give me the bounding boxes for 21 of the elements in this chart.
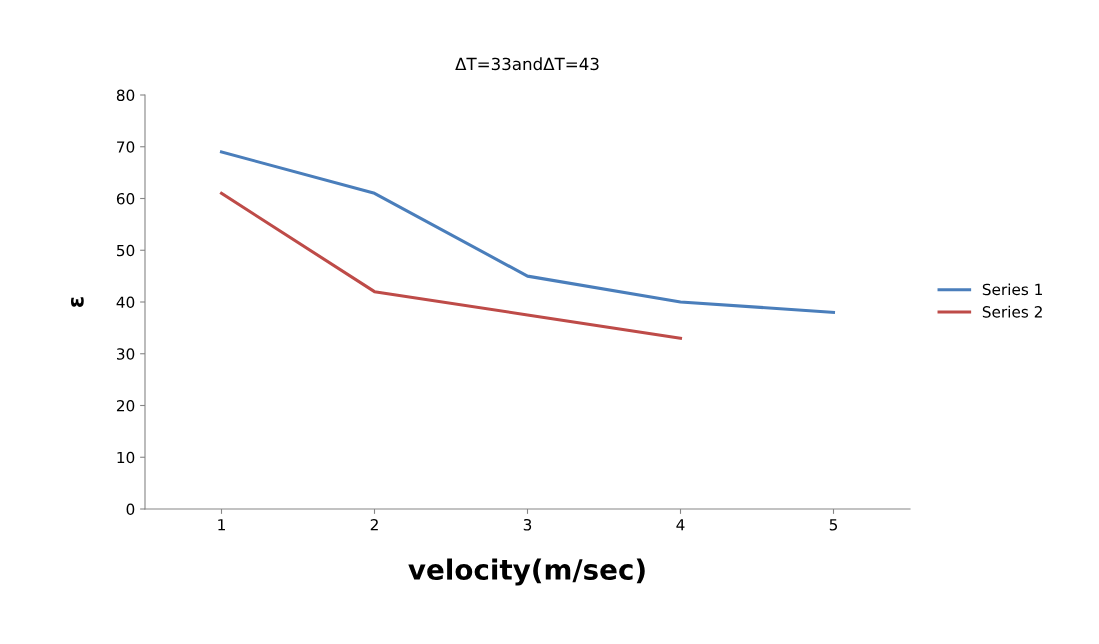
y-tick-label: 70: [117, 141, 135, 153]
x-tick-label: 2: [370, 518, 378, 531]
y-tick-label: 20: [116, 399, 135, 412]
x-axis-title: velocity(m/sec): [408, 558, 645, 586]
x-tick-label: 4: [676, 519, 685, 531]
x-tick-label: 1: [218, 519, 225, 531]
legend-label: Series 1: [982, 283, 1042, 296]
y-tick-label: 10: [117, 451, 135, 464]
y-tick-label: 30: [117, 348, 135, 360]
y-tick-label: 60: [116, 192, 135, 205]
y-axis-title: ε: [70, 297, 84, 307]
legend-label: Series 2: [982, 305, 1042, 318]
line-series: [219, 191, 683, 340]
y-tick-label: 50: [117, 244, 135, 257]
chart-title: ΔT=33andΔT=43: [455, 57, 599, 71]
y-tick-label: 40: [116, 296, 135, 309]
y-tick-label: 0: [126, 503, 135, 516]
line-series: [219, 150, 836, 314]
x-tick-label: 5: [829, 519, 838, 531]
y-tick-label: 80: [116, 89, 135, 102]
x-tick-label: 3: [523, 518, 532, 531]
